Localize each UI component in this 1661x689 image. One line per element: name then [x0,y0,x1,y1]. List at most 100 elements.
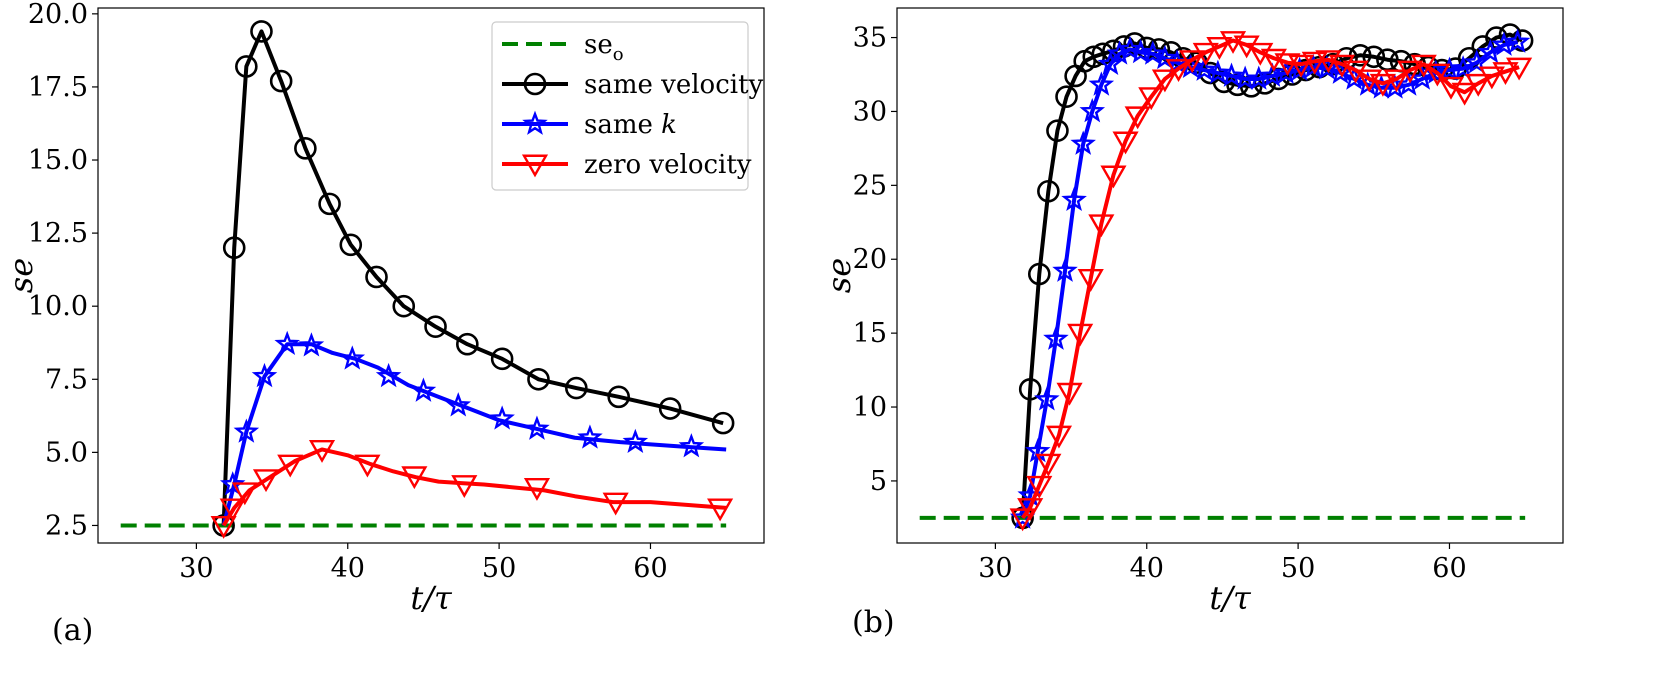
series-line [1021,38,1520,520]
x-axis-label: t/τ [410,579,453,617]
circle-marker [1037,179,1060,203]
star-marker [489,405,515,430]
x-tick-label: 50 [482,553,516,584]
star-marker [1127,38,1154,64]
star-marker [524,415,550,440]
legend-label-main: same velocity [584,70,764,100]
legend-entry: same velocity [502,70,764,100]
triangle-marker [521,154,549,178]
triangle-marker [1179,50,1206,74]
y-axis-label: se [2,258,40,293]
triangle-marker [219,498,246,522]
circle-marker [1082,45,1106,69]
triangle-marker [210,516,237,539]
triangle-marker [1100,165,1127,189]
star-marker [445,392,472,417]
triangle-marker [1056,382,1083,406]
triangle-marker [354,454,381,478]
legend-label: zero velocity [584,150,752,180]
legend-box [491,21,749,191]
triangle-marker [1026,475,1053,499]
plot-area [919,23,1534,532]
star-marker [339,345,366,370]
legend-entry: same k [502,110,677,140]
triangle-marker [1288,54,1315,78]
circle-marker [658,397,682,420]
star-marker [1117,35,1143,61]
star-marker [375,362,402,388]
series-line [221,29,724,526]
circle-marker [490,347,514,371]
triangle-marker [1035,453,1062,477]
triangle-marker [1383,69,1410,93]
y-tick-label: 12.5 [28,218,88,249]
triangle-marker [1088,214,1115,238]
star-marker [1152,44,1178,70]
star-marker [251,362,278,388]
triangle-marker [1301,51,1328,75]
legend-label: same k [584,110,677,140]
legend-label-main: se [584,30,613,60]
circle-marker [339,233,363,257]
triangle-marker [1274,53,1301,77]
y-tick-label: 17.5 [28,72,88,103]
star-marker [298,332,325,357]
x-tick-label: 30 [179,553,213,584]
legend-label: seo [584,30,624,65]
circle-marker [711,411,735,435]
x-tick-label: 60 [633,553,667,584]
chart-panel-a: 30 40 50 60 2.5 5.0 7.5 10.0 12.5 15.0 17.5 20.0 t/τ… [2,0,765,648]
star-marker [1088,71,1115,96]
y-tick-label: 10.0 [28,291,88,322]
star-marker [1043,325,1069,350]
y-tick-label: 15.0 [28,145,88,176]
triangle-marker [451,475,478,498]
triangle-marker [1067,323,1094,347]
triangle-marker [1451,82,1478,106]
panel-label: (b) [852,605,895,640]
circle-marker [565,376,588,400]
star-marker [1070,130,1096,155]
x-tick-label: 40 [331,553,365,584]
star-marker [1477,38,1504,64]
circle-marker [527,367,550,391]
legend-label-italic: k [661,110,677,140]
triangle-marker [277,454,304,478]
series-line [221,342,727,526]
triangle-marker [1112,131,1139,155]
star-marker [219,471,246,496]
triangle-marker [1151,69,1178,93]
series-zero-velocity [1009,31,1533,532]
y-axis-label: se [820,258,858,293]
triangle-marker [1465,73,1492,97]
triangle-marker [1206,36,1233,60]
triangle-marker [1165,59,1192,83]
x-tick-label: 40 [1130,553,1164,584]
y-tick-label: 10 [853,392,887,423]
circle-marker [607,385,630,409]
circle-marker [1046,119,1069,142]
circle-marker [318,192,341,216]
circle-marker [1362,45,1386,69]
triangle-marker [1077,269,1104,292]
star-marker [1191,56,1218,81]
star-marker [1504,28,1531,53]
series-zero-velocity [210,439,734,539]
y-tick-label: 20 [853,244,887,275]
circle-marker [365,265,388,289]
triangle-marker [1424,63,1451,87]
circle-marker [1055,85,1078,108]
legend-entry: zero velocity [502,150,752,180]
x-axis-label: t/τ [1209,579,1252,617]
circle-marker [392,294,416,318]
triangle-marker [1397,60,1424,84]
triangle-marker [1233,35,1260,59]
circle-marker [424,315,447,338]
legend-label: same velocity [584,70,764,100]
star-marker [1079,98,1106,123]
triangle-marker [707,498,734,522]
legend-label-main: zero velocity [584,150,752,180]
y-tick-label: 5.0 [45,437,88,468]
y-tick-label: 35 [853,23,887,54]
